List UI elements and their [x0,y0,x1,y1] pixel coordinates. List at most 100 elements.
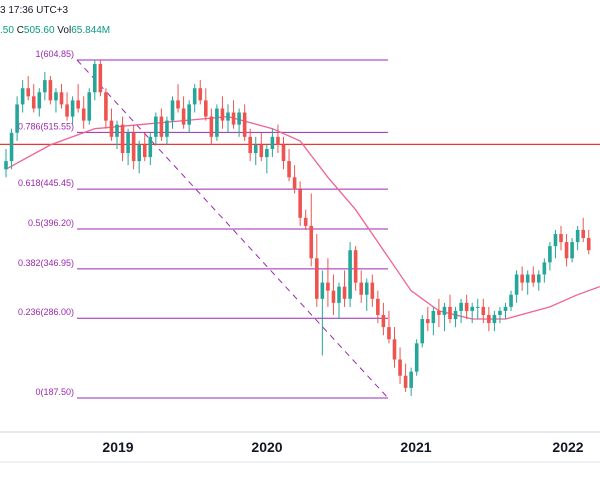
candle-body [215,108,219,137]
x-tick-label: 2019 [102,439,133,455]
candle-body [142,144,147,158]
candle-body [276,136,280,145]
candle-body [37,92,42,109]
candle-body [320,282,325,299]
candle-body [370,282,375,299]
candle-body [448,306,452,320]
candle-body [353,250,358,283]
candle-body [553,234,558,247]
candle-body [170,100,175,121]
candle-body [192,88,197,105]
candle-body [292,177,297,190]
candle-body [287,161,291,178]
candle-body [442,306,447,315]
candle-body [220,108,225,121]
candle-body [348,250,352,299]
candle-body [154,116,158,137]
candle-body [537,274,541,283]
candle-body [453,310,458,320]
candle-body [531,274,536,283]
candle-body [248,136,252,154]
candle-body [398,359,402,376]
candle-body [65,104,69,117]
candle-body [253,144,258,154]
moving-average-line [5,115,600,320]
candle-body [226,112,230,121]
candle-body [381,314,386,328]
candle-body [242,112,247,137]
candle-body [259,144,264,158]
candle-body [176,100,180,109]
candle-body [520,274,524,283]
candle-body [581,229,585,239]
candle-body [470,306,474,311]
candle-body [403,375,408,388]
candle-body [270,136,275,149]
candle-body [9,132,14,162]
candle-body [43,80,47,93]
candle-body [514,274,519,295]
candle-body [265,148,269,158]
candle-body [165,120,169,137]
candle-body [564,242,569,259]
header-close-label: C [16,25,24,36]
candle-body [575,229,580,243]
fib-level-label: 0.5(396.20) [28,218,74,228]
candle-body [481,306,486,315]
candle-body [492,314,497,324]
candle-body [120,124,125,154]
candle-body [298,189,302,218]
header-time: 3 17:36 UTC+3 [0,5,69,16]
x-tick-label: 2022 [552,439,583,455]
header-ohlc: .50 C505.60 Vol65.844M [0,25,110,36]
candle-body [181,108,186,125]
candle-body [342,286,347,299]
fib-level-label: 1(604.85) [35,49,74,59]
candle-body [364,282,369,295]
candle-body [137,144,141,162]
candle-body [148,136,153,158]
candle-body [76,100,80,109]
candle-body [159,116,164,137]
candle-body [81,108,86,121]
x-tick-label: 2020 [251,439,282,455]
candle-body [459,302,463,311]
candle-body [548,246,552,263]
candle-body [559,234,563,243]
candle-body [20,88,25,105]
header-ohlc-fragment: .50 [0,25,14,36]
candle-body [525,274,530,283]
candle-body [15,104,19,133]
candle-body [4,161,8,170]
fib-level-label: 0.236(286.00) [18,307,74,317]
candle-body [109,120,114,137]
candle-body [359,282,363,295]
candle-body [464,302,469,311]
candle-body [326,282,330,291]
candle-body [570,242,574,259]
candle-body [281,144,286,162]
candle-body [209,116,214,137]
x-tick-label: 2021 [400,439,431,455]
candle-body [431,310,436,324]
candle-body [376,298,380,315]
candle-body [26,88,30,97]
candle-body [331,290,336,303]
candle-body [409,371,413,388]
candle-body [237,112,241,125]
candle-body [59,92,64,105]
candle-body [392,339,397,360]
candle-body [426,319,430,324]
candle-body [126,132,130,154]
candle-body [98,63,103,93]
candle-body [498,310,502,315]
fib-level-label: 0.786(515.55) [18,121,74,131]
fib-level-label: 0(187.50) [35,387,74,397]
candle-body [586,238,591,251]
candle-body [475,306,480,308]
header-close-value: 505.60 [23,25,55,36]
candle-body [487,314,491,324]
candle-body [337,286,341,303]
candle-body [387,327,391,340]
